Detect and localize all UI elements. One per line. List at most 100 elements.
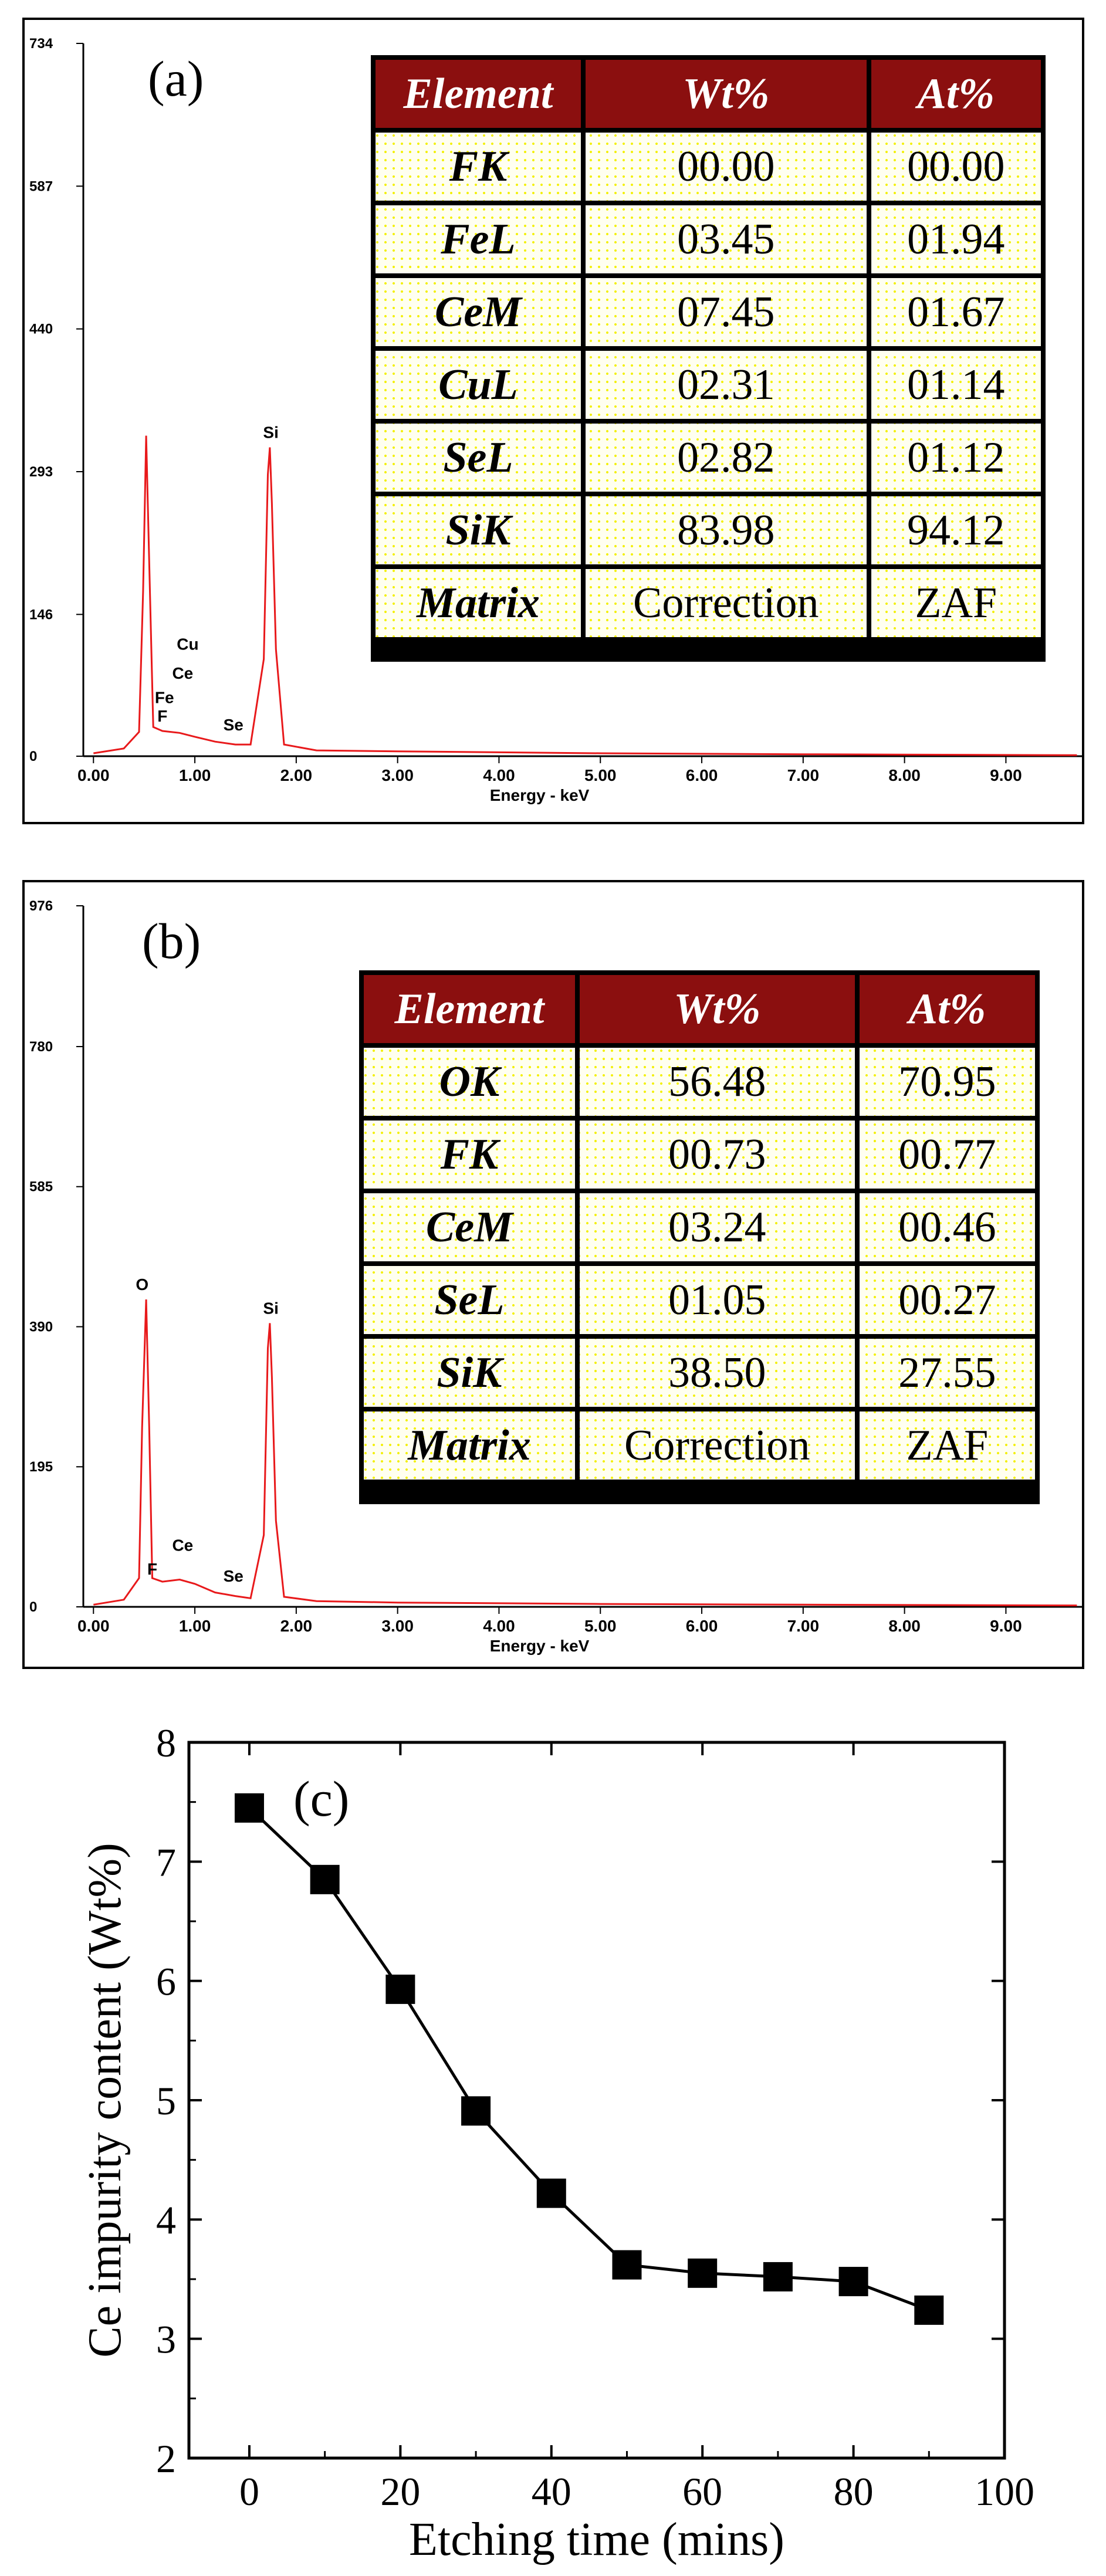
wt-cell: 00.00 xyxy=(580,128,871,205)
peak-label: O xyxy=(136,1275,148,1294)
table-row: FeL 03.45 01.94 xyxy=(371,201,1046,278)
wt-cell: Correction xyxy=(574,1407,860,1484)
eds-panel-a: 0 146 293 440 587 734 0.00 1.00 2.00 3.00 4.00 5.00… xyxy=(22,18,1084,824)
at-cell: 27.55 xyxy=(854,1334,1040,1411)
peak-label: F xyxy=(157,707,167,725)
data-point xyxy=(612,2250,642,2280)
header-wt: Wt% xyxy=(580,55,871,133)
y-tick-label: 146 xyxy=(29,607,53,622)
table-row: SiK 83.98 94.12 xyxy=(371,492,1046,569)
element-cell: SeL xyxy=(371,419,586,496)
composition-table-a: Element Wt% At% FK 00.00 00.00 FeL 03.45 01.… xyxy=(371,55,1046,662)
element-cell: SeL xyxy=(359,1261,580,1339)
x-tick-label: 9.00 xyxy=(990,766,1022,784)
element-cell: OK xyxy=(359,1043,580,1121)
header-at: At% xyxy=(854,970,1040,1048)
at-cell: 00.27 xyxy=(854,1261,1040,1339)
data-point xyxy=(763,2262,793,2291)
panel-label-c: (c) xyxy=(293,1771,349,1827)
composition-table-b: Element Wt% At% OK 56.48 70.95 FK 00.73 00.7… xyxy=(359,970,1040,1504)
y-tick-label: 0 xyxy=(29,1599,37,1615)
table-header-row: Element Wt% At% xyxy=(371,55,1046,133)
element-cell: CuL xyxy=(371,346,586,424)
spectrum-line xyxy=(93,1299,1077,1607)
x-tick-label: 6.00 xyxy=(686,766,718,784)
element-cell: Matrix xyxy=(359,1407,580,1484)
at-cell: 94.12 xyxy=(866,492,1046,569)
data-point xyxy=(838,2267,868,2297)
at-cell: 01.94 xyxy=(866,201,1046,278)
header-element: Element xyxy=(371,55,586,133)
element-cell: FK xyxy=(371,128,586,205)
element-cell: FK xyxy=(359,1116,580,1193)
table-row: SiK 38.50 27.55 xyxy=(359,1334,1040,1411)
eds-spectrum-b: 0 195 390 585 780 976 0.00 1.00 2.00 3.00 4.00 5.00… xyxy=(29,898,1082,1655)
y-tick-label: 734 xyxy=(29,36,53,52)
data-point xyxy=(310,1864,340,1894)
x-tick-label: 20 xyxy=(380,2469,420,2514)
peak-label: Ce xyxy=(172,664,193,682)
at-cell: 01.14 xyxy=(866,346,1046,424)
wt-cell: 01.05 xyxy=(574,1261,860,1339)
spectrum-line xyxy=(93,435,1077,756)
x-tick-label: 7.00 xyxy=(787,1617,820,1635)
wt-cell: 07.45 xyxy=(580,273,871,351)
table-row: CuL 02.31 01.14 xyxy=(371,346,1046,424)
x-tick-label: 7.00 xyxy=(787,766,820,784)
element-cell: SiK xyxy=(371,492,586,569)
x-tick-label: 1.00 xyxy=(179,766,211,784)
data-point xyxy=(688,2258,718,2288)
x-tick-label: 4.00 xyxy=(483,766,515,784)
y-tick-label: 587 xyxy=(29,178,53,194)
eds-spectrum-a: 0 146 293 440 587 734 0.00 1.00 2.00 3.00 4.00 5.00… xyxy=(29,36,1082,804)
table-row: Matrix Correction ZAF xyxy=(359,1407,1040,1484)
wt-cell: 38.50 xyxy=(574,1334,860,1411)
element-cell: Matrix xyxy=(371,564,586,642)
wt-cell: Correction xyxy=(580,564,871,642)
x-tick-label: 0.00 xyxy=(77,1617,110,1635)
header-wt: Wt% xyxy=(574,970,860,1048)
x-tick-label: 5.00 xyxy=(584,1617,617,1635)
x-tick-label: 8.00 xyxy=(888,1617,921,1635)
table-footer-bar xyxy=(359,1480,1040,1504)
peak-label: Fe xyxy=(155,689,174,707)
y-tick-label: 780 xyxy=(29,1039,53,1055)
x-tick-label: 6.00 xyxy=(686,1617,718,1635)
element-cell: FeL xyxy=(371,201,586,278)
y-tick-label: 6 xyxy=(156,1959,176,2004)
x-tick-label: 100 xyxy=(975,2469,1034,2514)
y-tick-label: 4 xyxy=(156,2198,176,2242)
at-cell: 00.77 xyxy=(854,1116,1040,1193)
panel-label-a: (a) xyxy=(148,50,204,107)
table-row: FK 00.73 00.77 xyxy=(359,1116,1040,1193)
peak-label: Se xyxy=(224,1567,243,1585)
x-tick-label: 3.00 xyxy=(381,1617,414,1635)
wt-cell: 56.48 xyxy=(574,1043,860,1121)
table-header-row: Element Wt% At% xyxy=(359,970,1040,1048)
panel-label-b: (b) xyxy=(142,913,201,969)
x-tick-label: 1.00 xyxy=(179,1617,211,1635)
x-tick-label: 40 xyxy=(532,2469,571,2514)
wt-cell: 02.82 xyxy=(580,419,871,496)
x-tick-label: 80 xyxy=(834,2469,874,2514)
x-tick-label: 2.00 xyxy=(280,766,313,784)
at-cell: 00.00 xyxy=(866,128,1046,205)
wt-cell: 03.45 xyxy=(580,201,871,278)
x-tick-label: 9.00 xyxy=(990,1617,1022,1635)
y-tick-label: 293 xyxy=(29,464,53,480)
y-tick-label: 976 xyxy=(29,898,53,914)
table-row: SeL 02.82 01.12 xyxy=(371,419,1046,496)
series-line xyxy=(248,1806,930,2312)
y-tick-label: 195 xyxy=(29,1459,53,1475)
x-tick-label: 4.00 xyxy=(483,1617,515,1635)
wt-cell: 03.24 xyxy=(574,1189,860,1266)
header-at: At% xyxy=(866,55,1046,133)
at-cell: 01.67 xyxy=(866,273,1046,351)
y-tick-label: 8 xyxy=(156,1721,176,1765)
y-tick-label: 0 xyxy=(29,749,37,764)
ce-impurity-chart: 0 20 40 60 80 100 2 3 4 5 6 7 8 Etching time (mins) Ce… xyxy=(79,1721,1034,2565)
data-point xyxy=(234,1793,264,1823)
x-tick-label: 60 xyxy=(682,2469,722,2514)
y-tick-label: 3 xyxy=(156,2317,176,2362)
y-tick-label: 7 xyxy=(156,1840,176,1884)
